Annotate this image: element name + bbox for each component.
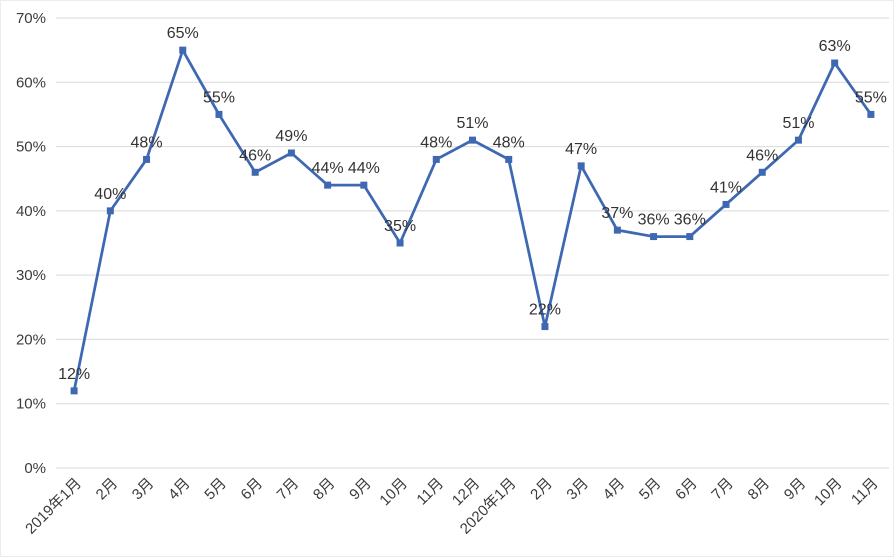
y-axis-tick-label: 0%: [24, 460, 46, 477]
data-point-marker: [794, 136, 802, 144]
data-point-marker: [179, 46, 187, 54]
y-axis-tick-label: 10%: [16, 396, 46, 413]
data-point-marker: [577, 162, 585, 170]
data-point-marker: [831, 59, 839, 67]
y-axis-tick-label: 70%: [16, 10, 46, 27]
data-label: 47%: [565, 141, 597, 158]
data-label: 51%: [456, 115, 488, 132]
data-label: 41%: [710, 179, 742, 196]
x-axis-tick-label: 2019年1月: [22, 475, 85, 538]
x-axis-tick-label: 3月: [129, 475, 158, 504]
data-label: 12%: [58, 366, 90, 383]
data-point-marker: [686, 233, 694, 241]
x-axis-tick-label: 5月: [636, 475, 665, 504]
data-point-marker: [758, 168, 766, 176]
data-point-marker: [722, 200, 730, 208]
data-label: 37%: [601, 205, 633, 222]
data-label: 35%: [384, 218, 416, 235]
data-point-marker: [650, 233, 658, 241]
data-label: 65%: [167, 25, 199, 42]
x-axis-tick-label: 10月: [811, 475, 845, 509]
data-point-marker: [867, 110, 875, 118]
y-axis-tick-label: 30%: [16, 267, 46, 284]
data-point-marker: [70, 387, 78, 395]
data-point-marker: [432, 155, 440, 163]
x-axis-tick-label: 5月: [201, 475, 230, 504]
data-label: 44%: [312, 160, 344, 177]
data-label: 36%: [674, 212, 706, 229]
data-label: 48%: [131, 134, 163, 151]
data-point-marker: [215, 110, 223, 118]
data-label: 48%: [493, 134, 525, 151]
data-label: 40%: [94, 186, 126, 203]
x-axis-tick-label: 8月: [310, 475, 339, 504]
x-axis-tick-label: 6月: [672, 475, 701, 504]
x-axis-tick-label: 2月: [527, 475, 556, 504]
data-label: 48%: [420, 134, 452, 151]
data-label: 49%: [275, 128, 307, 145]
data-point-marker: [324, 181, 332, 189]
data-label: 46%: [239, 147, 271, 164]
x-axis-tick-label: 7月: [708, 475, 737, 504]
y-axis-tick-label: 60%: [16, 74, 46, 91]
x-axis-tick-label: 11月: [848, 475, 882, 509]
x-axis-tick-label: 4月: [165, 475, 194, 504]
data-label: 63%: [819, 38, 851, 55]
y-axis-tick-label: 50%: [16, 139, 46, 156]
x-axis-tick-label: 10月: [376, 475, 410, 509]
data-point-marker: [613, 226, 621, 234]
x-axis-tick-label: 9月: [346, 475, 375, 504]
data-point-marker: [143, 155, 151, 163]
data-label: 55%: [855, 89, 887, 106]
data-point-marker: [469, 136, 476, 144]
data-point-marker: [287, 149, 295, 157]
data-point-marker: [360, 181, 368, 189]
x-axis-tick-label: 9月: [781, 475, 810, 504]
data-point-marker: [396, 239, 404, 247]
y-axis-tick-label: 40%: [16, 203, 46, 220]
x-axis-tick-label: 11月: [413, 475, 447, 509]
x-axis-tick-label: 3月: [563, 475, 592, 504]
x-axis-tick-label: 4月: [600, 475, 629, 504]
data-point-marker: [505, 155, 513, 163]
data-label: 46%: [746, 147, 778, 164]
x-axis-tick-label: 6月: [237, 475, 266, 504]
x-axis-tick-label: 2月: [93, 475, 122, 504]
x-axis-tick-label: 8月: [745, 475, 774, 504]
data-point-marker: [106, 207, 114, 215]
x-axis-tick-label: 7月: [274, 475, 303, 504]
data-label: 22%: [529, 302, 561, 319]
data-label: 51%: [782, 115, 814, 132]
data-point-marker: [251, 168, 259, 176]
data-point-marker: [541, 323, 549, 331]
data-label: 36%: [638, 212, 670, 229]
y-axis-tick-label: 20%: [16, 331, 46, 348]
data-label: 55%: [203, 89, 235, 106]
data-label: 44%: [348, 160, 380, 177]
